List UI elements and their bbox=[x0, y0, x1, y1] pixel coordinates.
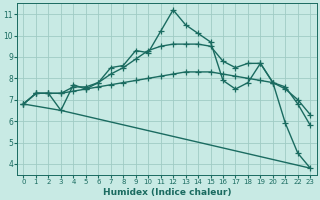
X-axis label: Humidex (Indice chaleur): Humidex (Indice chaleur) bbox=[103, 188, 231, 197]
